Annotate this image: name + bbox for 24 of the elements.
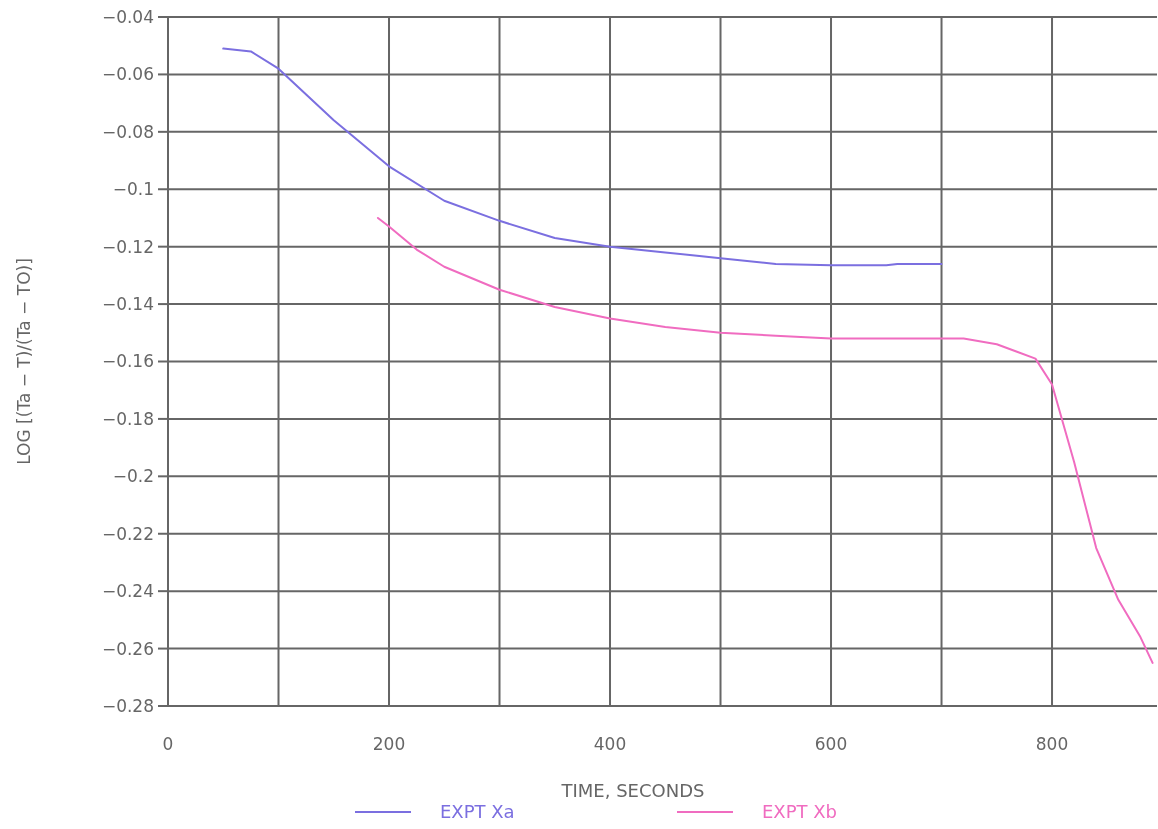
y-tick-label: −0.1 xyxy=(112,179,154,200)
line-series xyxy=(376,216,1154,664)
line-series xyxy=(222,47,943,267)
y-tick-label: −0.26 xyxy=(101,638,154,659)
x-tick-label: 400 xyxy=(593,734,627,754)
y-tick-label: −0.12 xyxy=(101,236,154,257)
y-tick-label: −0.14 xyxy=(101,294,154,315)
y-axis-title: LOG [(Ta − T)/(Ta − TO)] xyxy=(14,258,34,465)
x-tick-label: 0 xyxy=(162,734,174,754)
x-tick-label: 800 xyxy=(1035,734,1069,754)
y-tick-label: −0.04 xyxy=(101,6,154,27)
y-tick-label: −0.06 xyxy=(101,64,154,85)
y-tick-label: −0.28 xyxy=(101,695,154,716)
x-tick-label: 200 xyxy=(372,734,406,754)
legend-label: EXPT Xb xyxy=(762,801,838,822)
y-tick-label: −0.22 xyxy=(101,523,154,544)
x-axis-title: TIME, SECONDS xyxy=(560,780,705,801)
y-tick-label: −0.2 xyxy=(112,466,154,487)
y-tick-label: −0.24 xyxy=(101,581,154,602)
x-tick-label: 600 xyxy=(814,734,848,754)
legend-label: EXPT Xa xyxy=(440,801,515,822)
y-tick-label: −0.18 xyxy=(101,408,154,429)
y-tick-label: −0.08 xyxy=(101,121,154,142)
y-tick-label: −0.16 xyxy=(101,351,154,372)
